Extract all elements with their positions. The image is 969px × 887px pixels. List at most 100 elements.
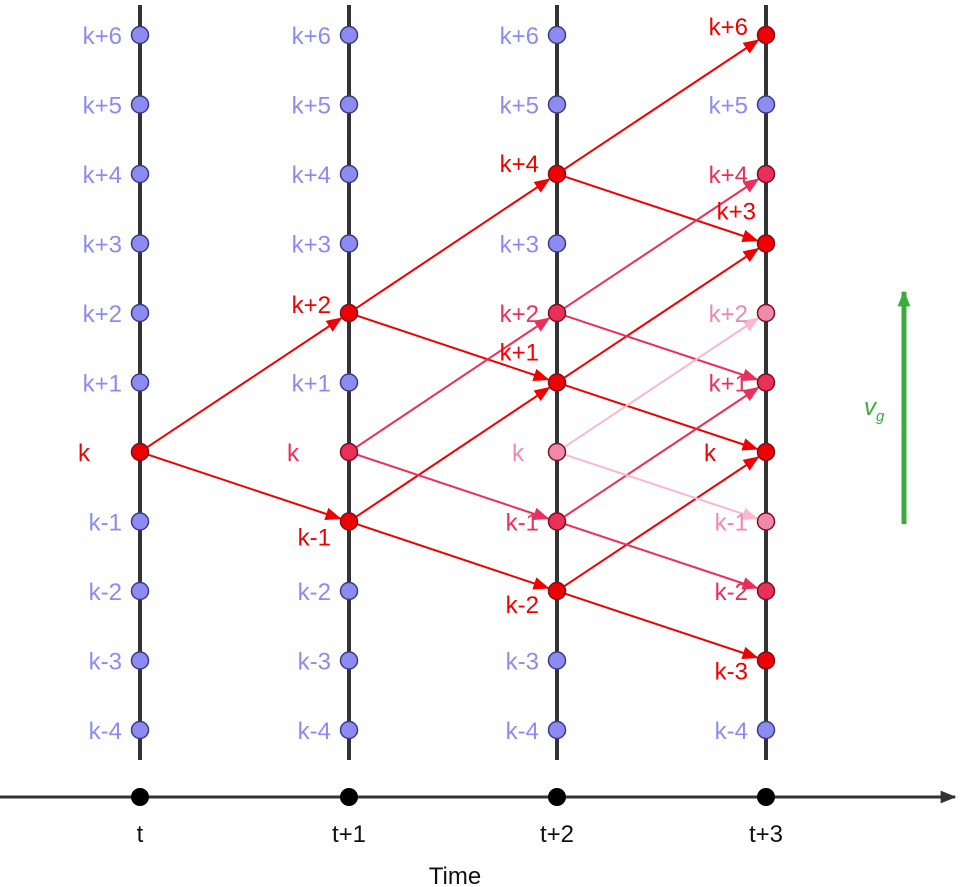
state-label: k-2 <box>298 579 331 606</box>
state-label: k+1 <box>292 371 331 398</box>
state-label: k+3 <box>292 232 331 259</box>
state-node <box>756 442 776 462</box>
state-node <box>547 512 567 531</box>
state-node <box>339 720 359 740</box>
state-node <box>339 303 359 323</box>
state-node <box>547 25 567 45</box>
state-node <box>547 303 567 323</box>
state-node <box>756 25 776 45</box>
transition-arrow <box>147 453 342 521</box>
state-label: k+6 <box>292 23 331 50</box>
state-node <box>339 95 359 114</box>
state-label: k-4 <box>89 718 122 745</box>
state-node <box>756 234 776 253</box>
state-node <box>547 234 567 253</box>
state-node <box>130 651 150 670</box>
transition-arrow <box>356 523 550 590</box>
state-node <box>756 303 776 323</box>
state-label: k+6 <box>83 23 122 50</box>
transition-arrow <box>564 314 759 382</box>
transition-arrow <box>564 175 759 243</box>
state-node <box>756 95 776 114</box>
state-node <box>130 303 150 323</box>
time-tick-label: t+1 <box>332 821 366 848</box>
state-node <box>756 373 776 392</box>
state-node <box>130 234 150 253</box>
state-label: k+2 <box>292 292 331 319</box>
state-label: k-4 <box>715 718 748 745</box>
time-tick-label: t <box>137 821 144 848</box>
state-node <box>756 164 776 184</box>
state-node <box>339 373 359 392</box>
state-label: k-1 <box>298 525 331 552</box>
time-tick-point <box>548 788 566 806</box>
state-label: k+4 <box>292 162 331 189</box>
state-label: k+1 <box>709 371 748 398</box>
transition-arrow <box>563 178 760 310</box>
state-label: k-2 <box>715 579 748 606</box>
state-label: k+5 <box>500 93 539 120</box>
state-label: k-4 <box>298 718 331 745</box>
state-node <box>339 581 359 601</box>
state-node <box>547 442 567 462</box>
state-node <box>547 581 567 601</box>
time-tick-point <box>340 788 358 806</box>
state-label: k <box>512 440 525 467</box>
state-node <box>756 512 776 531</box>
transition-arrow <box>356 314 550 381</box>
transition-arrow <box>563 317 760 449</box>
state-label: k-3 <box>506 649 539 676</box>
state-node <box>130 720 150 740</box>
transition-arrow <box>564 592 759 660</box>
time-tick-label: t+3 <box>749 821 783 848</box>
velocity-subscript: g <box>876 408 885 425</box>
state-label: k+4 <box>500 151 539 178</box>
state-label: k+4 <box>83 162 122 189</box>
time-tick-point <box>757 788 775 806</box>
state-node <box>547 651 567 670</box>
state-label: k-2 <box>506 592 539 619</box>
state-node <box>130 373 150 392</box>
transition-arrow <box>355 178 551 310</box>
state-labels: k+6 k+5 k+4 k+3 k+2 k+1 k k-1 k-2 k-3 k-4 k+6 k+5 k+4… <box>78 14 756 745</box>
state-label: k <box>78 440 91 467</box>
transition-arrow <box>564 384 759 451</box>
state-node <box>339 512 359 531</box>
state-node <box>339 442 359 462</box>
state-label: k-3 <box>298 649 331 676</box>
state-label: k+2 <box>500 301 539 328</box>
state-label: k-4 <box>506 718 539 745</box>
transition-arrow <box>563 456 760 588</box>
state-label: k-2 <box>89 579 122 606</box>
state-nodes <box>130 25 776 740</box>
state-label: k-3 <box>89 649 122 676</box>
state-label: k+2 <box>83 301 122 328</box>
state-node <box>130 164 150 184</box>
state-node <box>130 442 150 462</box>
state-label: k+3 <box>717 199 756 226</box>
time-axis: t t+1 t+2 t+3 <box>0 788 957 848</box>
transition-arrow <box>563 247 760 379</box>
state-node <box>130 95 150 114</box>
state-node <box>547 95 567 114</box>
state-node <box>130 581 150 601</box>
velocity-label: vg <box>864 394 885 425</box>
time-tick-label: t+2 <box>540 821 574 848</box>
state-node <box>130 25 150 45</box>
state-label: k-1 <box>715 510 748 537</box>
state-node <box>547 164 567 184</box>
state-node <box>339 25 359 45</box>
state-node <box>547 373 567 392</box>
state-label: k+1 <box>83 371 122 398</box>
state-node <box>339 234 359 253</box>
state-label: k+5 <box>709 93 748 120</box>
state-label: k+5 <box>83 93 122 120</box>
state-label: k-1 <box>506 510 539 537</box>
transition-arrows <box>146 39 760 660</box>
state-label: k+6 <box>500 23 539 50</box>
state-label: k+3 <box>83 232 122 259</box>
transition-arrow <box>355 386 551 518</box>
state-node <box>130 512 150 531</box>
state-label: k+4 <box>709 162 748 189</box>
